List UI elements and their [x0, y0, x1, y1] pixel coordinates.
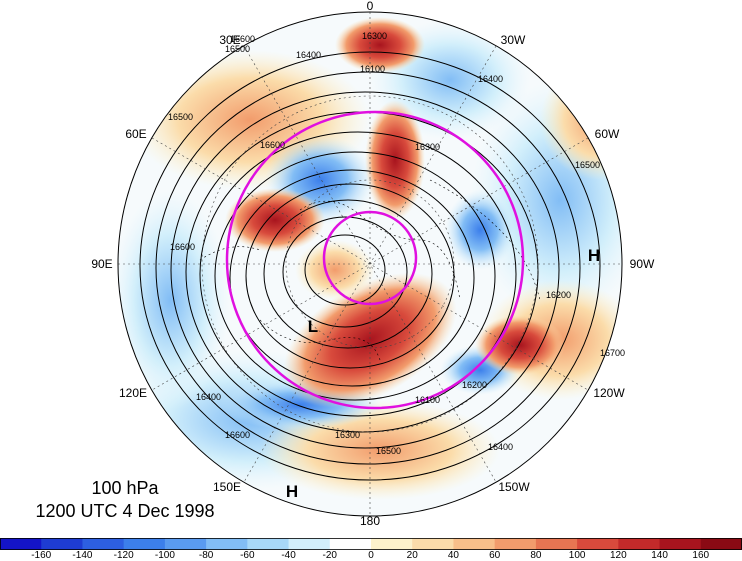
contour-label: 16600 — [225, 430, 250, 440]
colorbar-tick-label: 100 — [568, 550, 586, 561]
colorbar-tick-label: -80 — [198, 550, 214, 561]
pressure-level-caption: 100 hPa — [91, 478, 159, 498]
colorbar-swatch — [123, 538, 166, 550]
contour-label: 16100 — [360, 64, 385, 74]
colorbar-tick-label: -60 — [240, 550, 255, 561]
longitude-label-180: 180 — [359, 514, 381, 528]
contour-labels: 16300 16100 16400 16500 16600 16400 1650… — [168, 31, 625, 456]
colorbar-tick-label: 40 — [447, 550, 459, 561]
colorbar-swatch — [453, 538, 496, 550]
colorbar-tick-label: 0 — [368, 550, 374, 561]
colorbar-tick-label: 80 — [530, 550, 542, 561]
colorbar-swatch — [329, 538, 372, 550]
colorbar-tick-label: -40 — [281, 550, 296, 561]
colorbar-tick-label: -20 — [322, 550, 337, 561]
longitude-label-60e: 60E — [125, 127, 147, 141]
contour-label: 16500 — [376, 446, 401, 456]
datetime-caption: 1200 UTC 4 Dec 1998 — [35, 501, 215, 521]
coastlines — [199, 179, 541, 361]
contour-label: 16400 — [478, 74, 503, 84]
colorbar-tick-label: 120 — [609, 550, 627, 561]
colorbar-swatch — [577, 538, 619, 550]
longitude-label-150w: 150W — [498, 480, 530, 494]
colorbar-tick-label: -160 — [31, 550, 52, 561]
longitude-label-60w: 60W — [594, 127, 620, 141]
colorbar-swatch — [412, 538, 454, 550]
longitude-label-30e: 30E — [219, 33, 241, 47]
longitude-label-90e: 90E — [91, 257, 113, 271]
magenta-ring-outer — [225, 110, 525, 410]
contour-label: 16400 — [196, 392, 221, 402]
colorbar-swatch — [82, 538, 125, 550]
colorbar — [0, 538, 742, 550]
lat-lon-grid — [118, 12, 622, 516]
colorbar-tick-label: -100 — [154, 550, 175, 561]
contour-label: 16300 — [335, 430, 360, 440]
colorbar-tick-label: 20 — [406, 550, 418, 561]
low-pressure-label: L — [307, 317, 319, 336]
contour-label: 16600 — [230, 34, 255, 44]
colorbar-swatch — [618, 538, 661, 550]
colorbar-swatch — [247, 538, 290, 550]
longitude-label-120e: 120E — [118, 386, 148, 400]
contour-label: 16200 — [546, 290, 571, 300]
contour-label: 16100 — [415, 395, 440, 405]
contour-label: 16500 — [225, 44, 250, 54]
colorbar-swatch — [659, 538, 702, 550]
contour-label: 16700 — [600, 348, 625, 358]
colorbar-tick-label: 60 — [489, 550, 501, 561]
colorbar-tick-label: -120 — [113, 550, 134, 561]
polar-map: 16300 16100 16400 16500 16600 16400 1650… — [117, 11, 625, 517]
colorbar-tick-label: -140 — [72, 550, 93, 561]
colorbar-swatch — [494, 538, 537, 550]
contour-label: 16500 — [575, 160, 600, 170]
map-border — [117, 11, 623, 517]
colorbar-tick-label: 160 — [692, 550, 710, 561]
contour-label: 16200 — [462, 380, 487, 390]
colorbar-tick-label: 140 — [651, 550, 668, 561]
colorbar-swatch — [288, 538, 331, 550]
longitude-label-30w: 30W — [500, 33, 526, 47]
contour-label: 16400 — [488, 442, 513, 452]
contour-label: 16500 — [168, 112, 193, 122]
contour-label: 16300 — [415, 142, 440, 152]
contour-label: 16300 — [362, 31, 387, 41]
colorbar-swatch — [371, 538, 413, 550]
magenta-ring-inner — [322, 210, 418, 306]
colorbar-swatch — [206, 538, 248, 550]
high-pressure-label-east: H — [587, 246, 601, 265]
contour-label: 16600 — [170, 242, 195, 252]
longitude-label-150e: 150E — [212, 480, 242, 494]
contour-label: 16600 — [260, 140, 285, 150]
colorbar-swatch — [535, 538, 578, 550]
colorbar-swatch — [41, 538, 83, 550]
colorbar-swatch — [0, 538, 42, 550]
contour-label: 16400 — [296, 50, 321, 60]
longitude-label-120w: 120W — [593, 386, 625, 400]
high-pressure-label-south: H — [285, 482, 299, 501]
longitude-label-0: 0 — [366, 0, 374, 13]
colorbar-swatch — [164, 538, 207, 550]
longitude-label-90w: 90W — [629, 257, 655, 271]
colorbar-swatch — [700, 538, 742, 550]
